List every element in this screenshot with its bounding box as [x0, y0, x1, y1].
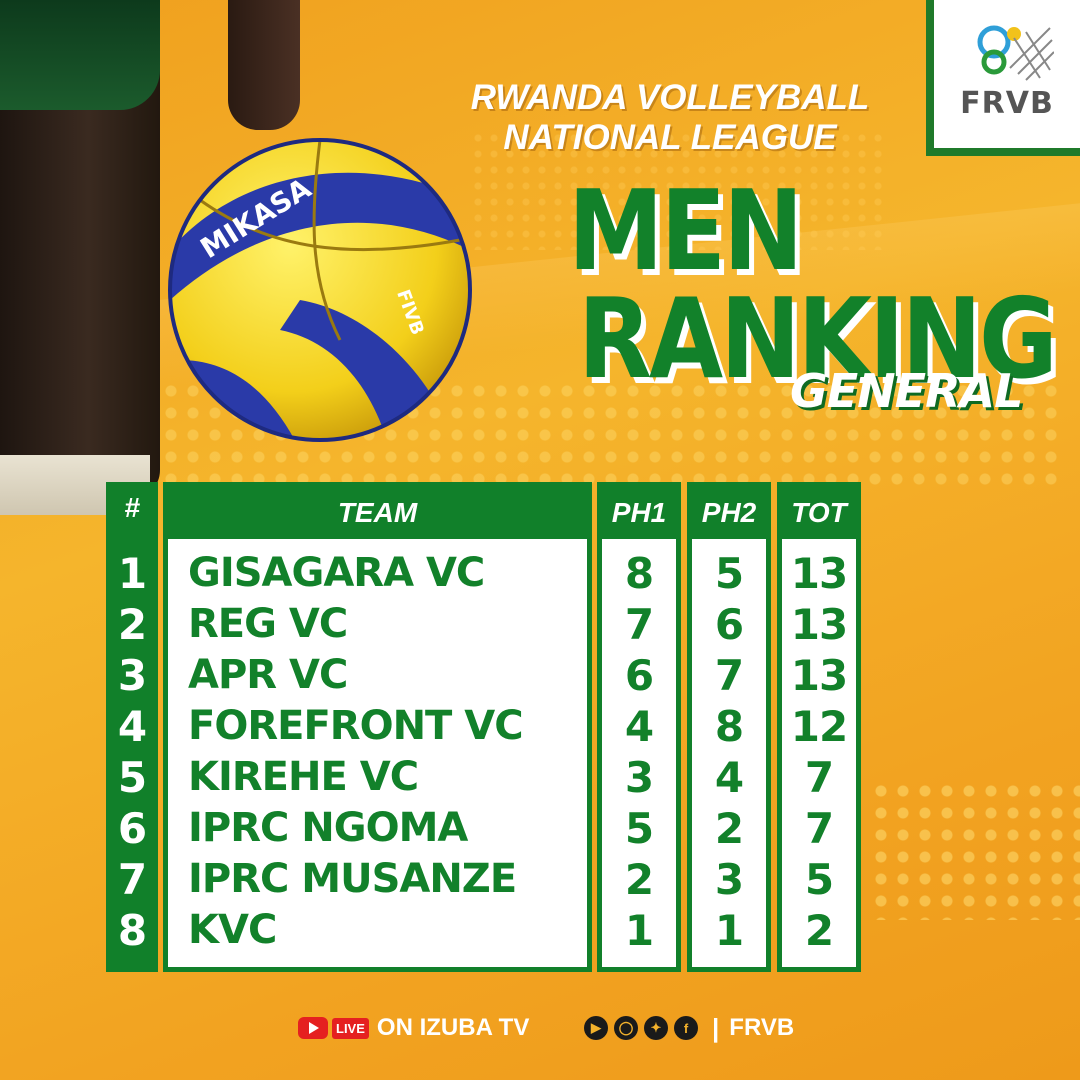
background-dots [870, 780, 1080, 920]
facebook-icon[interactable]: f [674, 1016, 698, 1040]
social-links: ▶ ◯ ✦ f | FRVB [584, 1011, 794, 1045]
table-row: 8 KVC 1 1 2 [106, 905, 866, 956]
header-ph2: PH2 [692, 487, 766, 539]
ranking-table-rows: 1 GISAGARA VC 8 5 13 2 REG VC 7 6 13 3 A… [106, 548, 866, 956]
social-handle[interactable]: FRVB [729, 1014, 795, 1041]
team-cell: IPRC MUSANZE [188, 856, 517, 902]
tot-cell: 13 [790, 600, 848, 649]
subtitle-general: GENERAL [790, 364, 1023, 418]
header-team: TEAM [168, 487, 587, 539]
table-row: 3 APR VC 6 7 13 [106, 650, 866, 701]
table-row: 4 FOREFRONT VC 4 8 12 [106, 701, 866, 752]
player-shorts [0, 0, 160, 110]
ph1-cell: 6 [624, 651, 654, 700]
title-ranking: RANKING [578, 274, 1058, 404]
team-cell: KVC [188, 907, 277, 953]
rank-column [106, 482, 158, 972]
footer-separator: | [712, 1012, 720, 1043]
tot-cell: 2 [804, 906, 834, 955]
volleyball-image: MIKASA FIVB [160, 130, 480, 450]
background-dots [470, 130, 890, 250]
ph1-cell: 2 [624, 855, 654, 904]
rank-cell: 8 [117, 906, 147, 955]
ph1-cell: 1 [624, 906, 654, 955]
ph2-cell: 7 [714, 651, 744, 700]
table-row: 5 KIREHE VC 3 4 7 [106, 752, 866, 803]
ph1-column: PH1 [597, 482, 681, 972]
frvb-logo-icon [977, 25, 1054, 81]
rank-cell: 2 [117, 600, 147, 649]
ph2-cell: 4 [714, 753, 744, 802]
team-cell: FOREFRONT VC [188, 703, 524, 749]
tot-cell: 7 [804, 753, 834, 802]
player-arm [228, 0, 300, 130]
header-ph1: PH1 [602, 487, 676, 539]
ph2-cell: 2 [714, 804, 744, 853]
ph2-cell: 8 [714, 702, 744, 751]
ph2-column: PH2 [687, 482, 771, 972]
ph1-cell: 7 [624, 600, 654, 649]
tot-cell: 7 [804, 804, 834, 853]
youtube-icon [298, 1017, 328, 1039]
ph2-cell: 1 [714, 906, 744, 955]
rank-cell: 7 [117, 855, 147, 904]
header-rank: # [124, 492, 140, 523]
table-row: 2 REG VC 7 6 13 [106, 599, 866, 650]
league-title: RWANDA VOLLEYBALL NATIONAL LEAGUE [440, 78, 900, 158]
live-text: ON IZUBA TV [376, 1014, 530, 1041]
twitter-icon[interactable]: ✦ [644, 1016, 668, 1040]
team-cell: REG VC [188, 601, 348, 647]
ph1-cell: 3 [624, 753, 654, 802]
live-badge: LIVE [332, 1017, 369, 1039]
league-line-2: NATIONAL LEAGUE [503, 118, 837, 157]
tot-cell: 12 [790, 702, 848, 751]
table-row: 6 IPRC NGOMA 5 2 7 [106, 803, 866, 854]
team-cell: IPRC NGOMA [188, 805, 468, 851]
live-on-izuba[interactable]: LIVE ON IZUBA TV [298, 1013, 529, 1043]
youtube-icon[interactable]: ▶ [584, 1016, 608, 1040]
title-men: MEN [568, 166, 803, 296]
tot-cell: 13 [790, 549, 848, 598]
header-tot: TOT [782, 487, 856, 539]
team-column: TEAM [163, 482, 592, 972]
rank-cell: 4 [117, 702, 147, 751]
logo-text: FRVB [960, 86, 1054, 121]
team-cell: KIREHE VC [188, 754, 419, 800]
ph2-cell: 3 [714, 855, 744, 904]
volleyball-icon: MIKASA FIVB [168, 138, 472, 442]
table-row: 1 GISAGARA VC 8 5 13 [106, 548, 866, 599]
league-line-1: RWANDA VOLLEYBALL [470, 78, 870, 117]
tot-cell: 5 [804, 855, 834, 904]
ph2-cell: 6 [714, 600, 744, 649]
tot-cell: 13 [790, 651, 848, 700]
rank-cell: 3 [117, 651, 147, 700]
team-cell: APR VC [188, 652, 348, 698]
ph2-cell: 5 [714, 549, 744, 598]
ph1-cell: 4 [624, 702, 654, 751]
ph1-cell: 8 [624, 549, 654, 598]
instagram-icon[interactable]: ◯ [614, 1016, 638, 1040]
frvb-logo: FRVB [926, 0, 1080, 156]
rank-cell: 6 [117, 804, 147, 853]
rank-cell: 1 [117, 549, 147, 598]
ph1-cell: 5 [624, 804, 654, 853]
team-cell: GISAGARA VC [188, 550, 485, 596]
rank-cell: 5 [117, 753, 147, 802]
tot-column: TOT [777, 482, 861, 972]
table-row: 7 IPRC MUSANZE 2 3 5 [106, 854, 866, 905]
